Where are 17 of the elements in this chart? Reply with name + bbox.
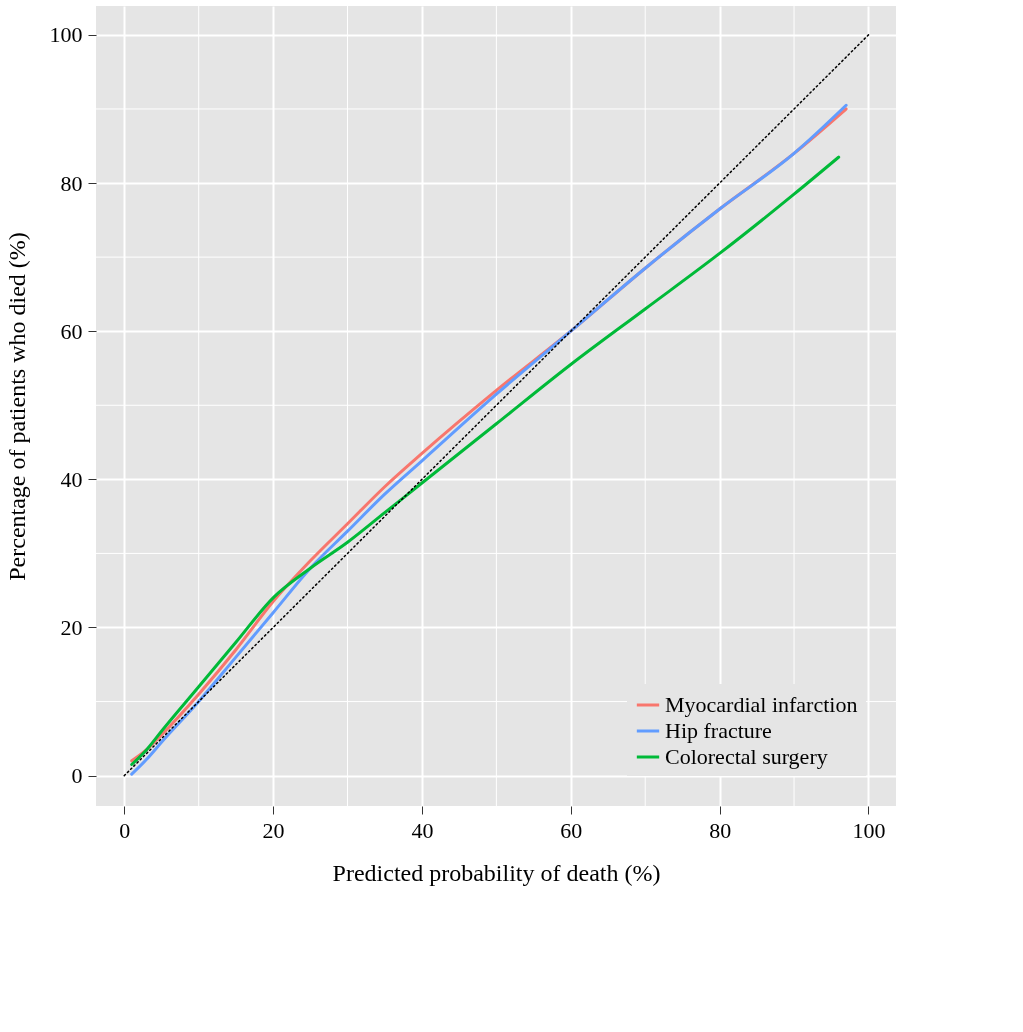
x-tick-label: 0 bbox=[119, 817, 131, 843]
x-tick-label: 100 bbox=[852, 817, 886, 843]
x-axis-title: Predicted probability of death (%) bbox=[332, 859, 661, 886]
y-axis-title: Percentage of patients who died (%) bbox=[3, 232, 30, 581]
legend-label: Myocardial infarction bbox=[665, 692, 858, 717]
y-tick-label: 80 bbox=[60, 170, 83, 196]
x-tick-label: 80 bbox=[709, 817, 732, 843]
x-tick-label: 60 bbox=[560, 817, 583, 843]
x-tick-label: 40 bbox=[411, 817, 434, 843]
y-tick-label: 40 bbox=[60, 466, 83, 492]
y-tick-label: 20 bbox=[60, 614, 83, 640]
legend-label: Colorectal surgery bbox=[665, 744, 828, 769]
legend-label: Hip fracture bbox=[665, 718, 772, 743]
y-tick-label: 60 bbox=[60, 318, 83, 344]
y-tick-label: 100 bbox=[49, 22, 83, 48]
y-tick-label: 0 bbox=[71, 763, 83, 789]
x-tick-label: 20 bbox=[262, 817, 285, 843]
